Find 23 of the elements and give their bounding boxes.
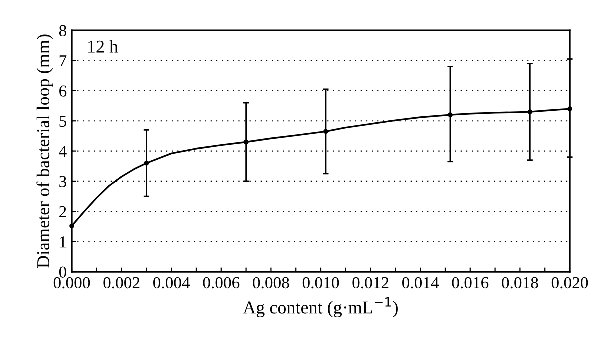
y-tick-label: 3 bbox=[60, 176, 66, 188]
x-tick-label: 0.004 bbox=[153, 277, 190, 289]
x-tick-label: 0.016 bbox=[452, 277, 489, 289]
y-tick-label: 1 bbox=[60, 236, 66, 248]
x-tick-label: 0.000 bbox=[54, 277, 90, 289]
y-tick-label: 6 bbox=[60, 86, 67, 97]
y-axis-title: Diameter of bacterial loop (mm) bbox=[36, 34, 54, 268]
x-tick-label: 0.010 bbox=[302, 277, 340, 289]
x-tick-label: 0.018 bbox=[502, 277, 538, 289]
x-axis-title: Ag content (g·mL$^{−1}$) bbox=[243, 298, 398, 318]
annotation: 12 h bbox=[88, 40, 118, 53]
y-tick-label: 5 bbox=[60, 116, 66, 128]
y-tick-label: 7 bbox=[60, 56, 67, 67]
x-tick-label: 0.012 bbox=[352, 277, 389, 289]
x-tick-label: 0.020 bbox=[552, 277, 588, 289]
y-tick-label: 4 bbox=[59, 146, 67, 158]
x-tick-label: 0.008 bbox=[253, 277, 290, 289]
y-tick-label: 0 bbox=[59, 266, 67, 278]
y-tick-label: 2 bbox=[60, 206, 66, 218]
x-tick-label: 0.002 bbox=[104, 277, 140, 289]
x-tick-label: 0.014 bbox=[402, 277, 440, 289]
x-tick-label: 0.006 bbox=[203, 277, 240, 289]
y-tick-label: 8 bbox=[59, 25, 67, 37]
